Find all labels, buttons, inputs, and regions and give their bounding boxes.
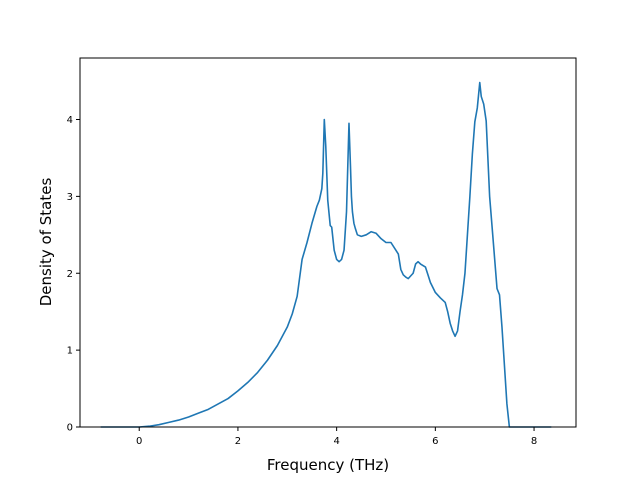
x-axis-title: Frequency (THz) [267, 456, 389, 474]
y-tick-label: 1 [67, 346, 73, 357]
x-tick-label: 4 [333, 436, 339, 447]
y-tick-label: 3 [67, 192, 73, 203]
x-axis-ticks: 0 2 4 6 8 [136, 427, 537, 447]
y-tick-label: 4 [67, 115, 73, 126]
x-tick-label: 2 [235, 436, 241, 447]
y-axis-title: Density of States [37, 178, 55, 307]
x-tick-label: 6 [432, 436, 438, 447]
y-axis-ticks: 0 1 2 3 4 [67, 115, 80, 434]
axes-frame [79, 57, 577, 428]
y-tick-label: 0 [67, 423, 73, 434]
plot-area [100, 81, 552, 428]
x-tick-label: 8 [531, 436, 537, 447]
y-tick-label: 2 [67, 269, 73, 280]
x-tick-label: 0 [136, 436, 142, 447]
series-line-0 [100, 81, 552, 428]
